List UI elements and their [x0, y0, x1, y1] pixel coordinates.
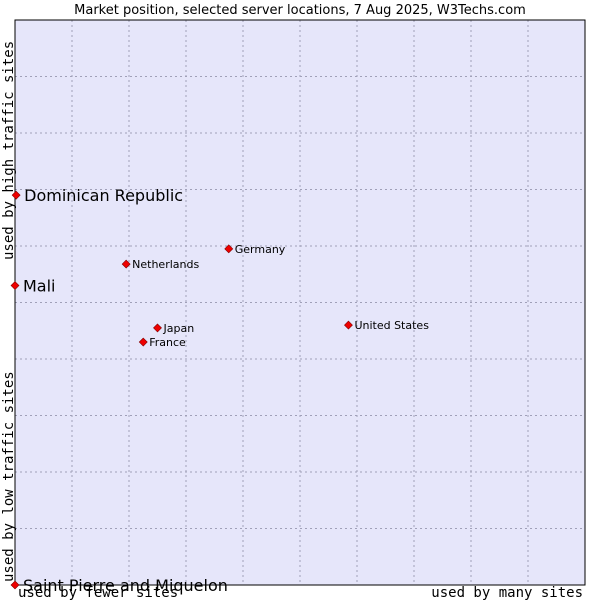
point-marker	[10, 281, 20, 290]
x-axis-label-right: used by many sites	[431, 585, 583, 600]
point-label: France	[149, 336, 186, 349]
grid-lines	[15, 20, 585, 585]
data-point-saint-pierre-and-miquelon: Saint Pierre and Miquelon	[10, 576, 228, 595]
point-label: Mali	[23, 277, 56, 296]
point-marker	[153, 323, 162, 333]
data-point-japan: Japan	[153, 322, 195, 335]
y-axis-label-top: used by high traffic sites	[1, 41, 17, 260]
data-points: Dominican Republic Mali Saint Pierre and M…	[10, 186, 429, 595]
data-point-netherlands: Netherlands	[121, 258, 199, 271]
point-label: Germany	[235, 243, 286, 256]
data-point-mali: Mali	[10, 277, 56, 296]
x-axis-label-left: used by fewer sites	[18, 585, 178, 600]
point-label: Japan	[163, 322, 195, 335]
point-marker	[224, 244, 234, 254]
data-point-united-states: United States	[344, 319, 429, 332]
point-label: Saint Pierre and Miquelon	[23, 576, 228, 595]
point-label: United States	[354, 319, 429, 332]
data-point-france: France	[138, 336, 186, 349]
point-marker	[11, 190, 21, 200]
y-axis-label-bottom: used by low traffic sites	[1, 371, 17, 582]
data-point-germany: Germany	[224, 243, 286, 256]
plot-border	[14, 19, 586, 586]
point-marker	[138, 337, 148, 347]
chart-title: Market position, selected server locatio…	[74, 3, 526, 18]
point-marker	[344, 320, 353, 330]
data-point-dominican-republic: Dominican Republic	[11, 186, 183, 205]
point-marker	[10, 580, 20, 590]
point-label: Netherlands	[132, 258, 199, 271]
point-marker	[121, 259, 131, 269]
point-label: Dominican Republic	[24, 186, 183, 205]
